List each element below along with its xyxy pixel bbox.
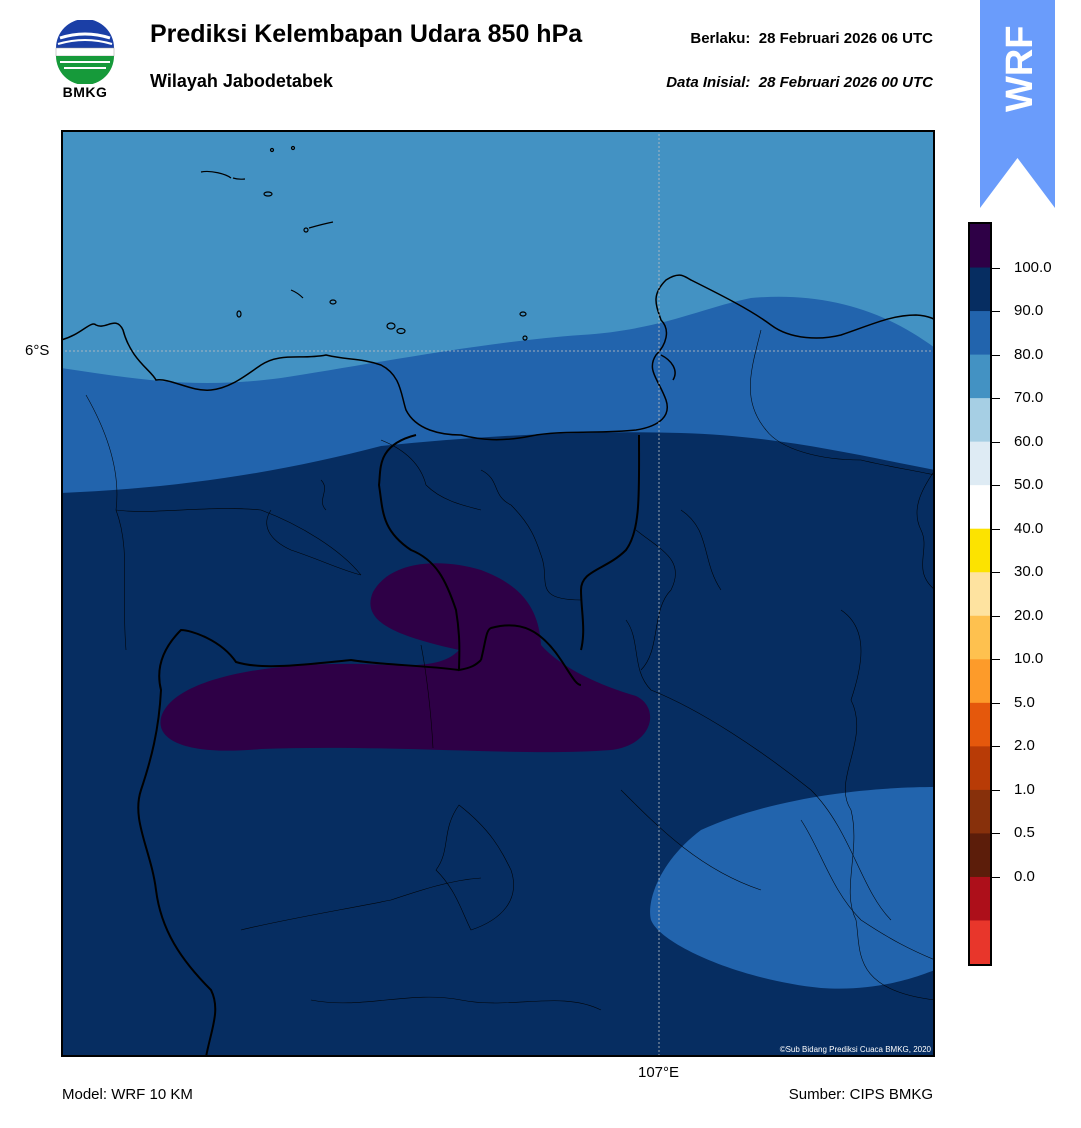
colorbar-segment [970, 746, 990, 791]
colorbar [968, 222, 992, 966]
colorbar-tick-label: 40.0 [1014, 519, 1044, 537]
colorbar-tick-mark [992, 572, 1000, 574]
colorbar-tick-mark [992, 311, 1000, 313]
colorbar-segment [970, 398, 990, 443]
colorbar-segment [970, 572, 990, 617]
colorbar-tick-mark [992, 354, 1000, 356]
colorbar-tick-label: 60.0 [1014, 432, 1044, 450]
colorbar-tick-mark [992, 528, 1000, 530]
logo-text: BMKG [62, 84, 108, 100]
colorbar-tick-label: 2.0 [1014, 737, 1035, 755]
colorbar-tick-label: 50.0 [1014, 476, 1044, 494]
bmkg-logo: BMKG [52, 19, 118, 104]
model-label: Model: WRF 10 KM [62, 1086, 193, 1103]
wrf-badge-text: WRF [999, 25, 1041, 112]
colorbar-tick-mark [992, 485, 1000, 487]
colorbar-tick-mark [992, 789, 1000, 791]
colorbar-tick-mark [992, 398, 1000, 400]
colorbar-segment [970, 833, 990, 878]
colorbar-tick-label: 20.0 [1014, 606, 1044, 624]
bmkg-emblem-icon [55, 19, 115, 85]
colorbar-segment [970, 702, 990, 747]
colorbar-tick-label: 5.0 [1014, 693, 1035, 711]
wrf-badge: WRF [980, 0, 1055, 210]
colorbar-tick-label: 1.0 [1014, 780, 1035, 798]
colorbar-tick-label: 70.0 [1014, 389, 1044, 407]
valid-label: Berlaku: [690, 30, 751, 47]
longitude-label: 107°E [638, 1064, 680, 1081]
init-time: Data Inisial: 28 Februari 2026 00 UTC [666, 74, 933, 91]
colorbar-segment [970, 485, 990, 530]
colorbar-segment [970, 224, 990, 269]
colorbar-tick-mark [992, 876, 1000, 878]
colorbar-tick-mark [992, 746, 1000, 748]
colorbar-segment [970, 659, 990, 704]
colorbar-tick-label: 90.0 [1014, 302, 1044, 320]
colorbar-tick-mark [992, 441, 1000, 443]
page-title: Prediksi Kelembapan Udara 850 hPa [150, 20, 583, 48]
colorbar-tick-mark [992, 267, 1000, 269]
colorbar-tick-mark [992, 659, 1000, 661]
valid-time: Berlaku: 28 Februari 2026 06 UTC [690, 30, 933, 47]
colorbar-tick-mark [992, 615, 1000, 617]
humidity-zone-100-plus [160, 563, 651, 753]
latitude-label: 6°S [25, 342, 50, 359]
colorbar-tick-label: 10.0 [1014, 650, 1044, 668]
init-time-value: 28 Februari 2026 00 UTC [758, 74, 933, 91]
colorbar-segment [970, 615, 990, 660]
colorbar-tick-label: 0.5 [1014, 824, 1035, 842]
colorbar-segment [970, 920, 990, 965]
colorbar-segment [970, 267, 990, 312]
colorbar-tick-label: 80.0 [1014, 345, 1044, 363]
colorbar-tick-label: 100.0 [1014, 258, 1052, 276]
colorbar-segment [970, 311, 990, 356]
valid-time-value: 28 Februari 2026 06 UTC [758, 30, 933, 47]
colorbar-segment [970, 354, 990, 399]
init-label: Data Inisial: [666, 74, 751, 91]
colorbar-segment [970, 876, 990, 921]
page-subtitle: Wilayah Jabodetabek [150, 71, 333, 91]
humidity-map: ©Sub Bidang Prediksi Cuaca BMKG, 2020 [61, 130, 935, 1057]
colorbar-segment [970, 441, 990, 486]
colorbar-segment [970, 528, 990, 573]
colorbar-tick-mark [992, 702, 1000, 704]
source-label: Sumber: CIPS BMKG [788, 1086, 933, 1103]
colorbar-tick-mark [992, 833, 1000, 835]
map-copyright: ©Sub Bidang Prediksi Cuaca BMKG, 2020 [780, 1045, 932, 1054]
colorbar-tick-label: 0.0 [1014, 867, 1035, 885]
colorbar-tick-label: 30.0 [1014, 563, 1044, 581]
colorbar-segment [970, 789, 990, 834]
